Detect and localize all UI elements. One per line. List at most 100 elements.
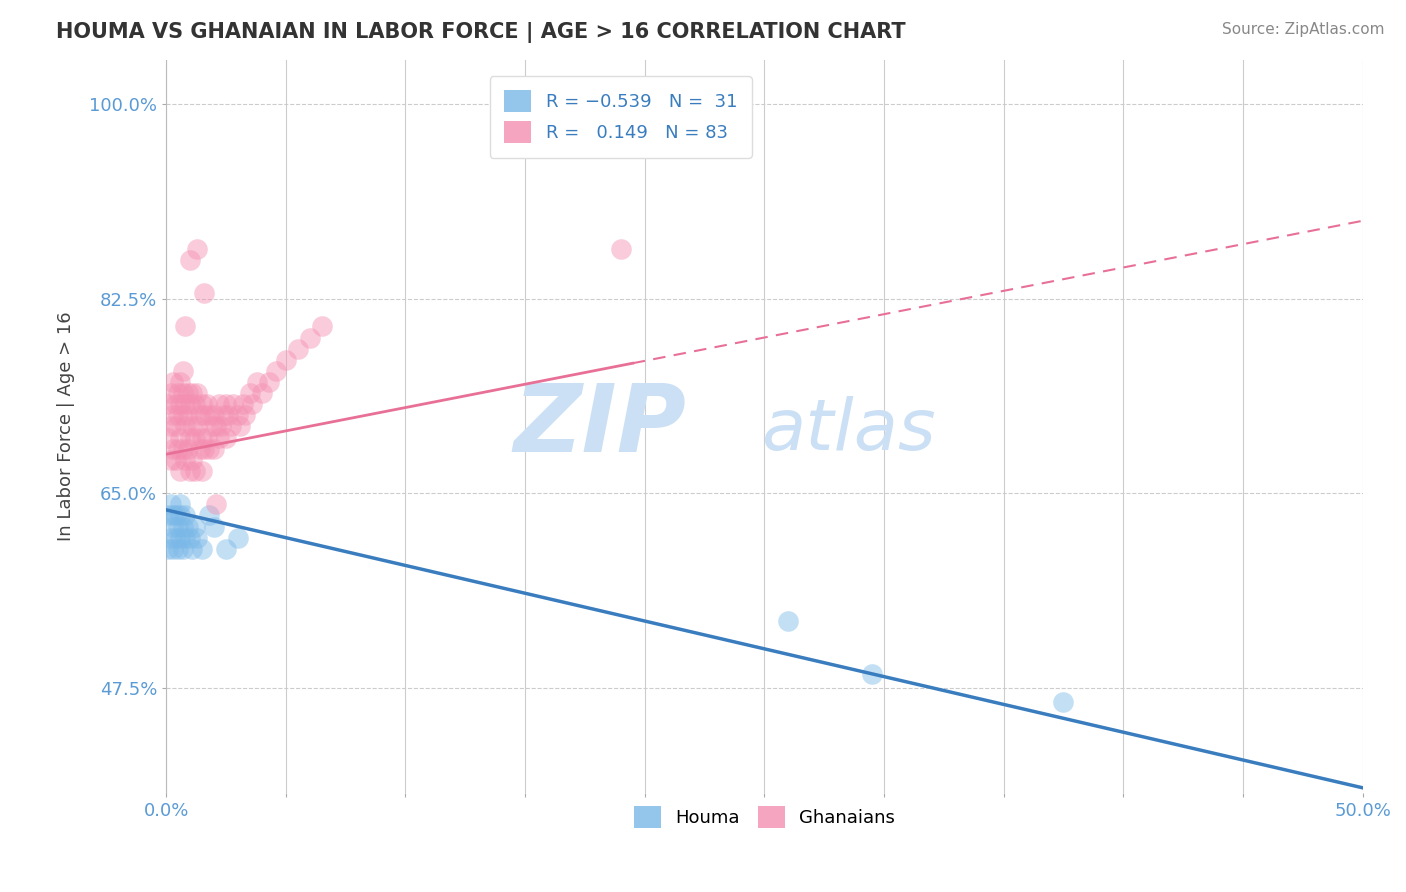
Point xyxy=(198,508,221,523)
Point xyxy=(191,464,214,478)
Point xyxy=(298,330,321,344)
Point xyxy=(195,431,218,445)
Point xyxy=(176,442,198,456)
Point xyxy=(217,409,239,423)
Point xyxy=(169,397,191,411)
Point xyxy=(165,531,187,545)
Point xyxy=(219,419,242,434)
Point xyxy=(157,541,180,556)
Point xyxy=(226,531,249,545)
Point xyxy=(212,409,235,423)
Point xyxy=(208,397,231,411)
Point xyxy=(198,442,221,456)
Point xyxy=(172,386,194,401)
Point xyxy=(778,614,800,628)
Point xyxy=(167,442,190,456)
Point xyxy=(165,419,187,434)
Point xyxy=(165,508,187,523)
Point xyxy=(274,352,297,367)
Point xyxy=(186,531,208,545)
Point xyxy=(179,531,201,545)
Point xyxy=(191,397,214,411)
Point xyxy=(240,397,263,411)
Point xyxy=(162,409,184,423)
Point xyxy=(184,464,207,478)
Point xyxy=(232,397,254,411)
Point xyxy=(160,453,183,467)
Point xyxy=(179,252,201,267)
Point xyxy=(186,419,208,434)
Point xyxy=(174,531,197,545)
Point xyxy=(169,508,191,523)
Point xyxy=(167,541,190,556)
Point xyxy=(184,519,207,533)
Point xyxy=(1052,695,1074,709)
Point xyxy=(193,442,215,456)
Point xyxy=(215,397,238,411)
Point xyxy=(174,397,197,411)
Point xyxy=(174,453,197,467)
Point xyxy=(169,375,191,389)
Point xyxy=(257,375,280,389)
Point xyxy=(167,409,190,423)
Point xyxy=(160,497,183,511)
Point xyxy=(157,431,180,445)
Point xyxy=(193,286,215,301)
Point xyxy=(205,497,228,511)
Point xyxy=(169,464,191,478)
Point xyxy=(167,519,190,533)
Point xyxy=(157,397,180,411)
Point xyxy=(208,431,231,445)
Point xyxy=(160,419,183,434)
Point xyxy=(222,397,245,411)
Point xyxy=(191,541,214,556)
Point xyxy=(181,419,204,434)
Point xyxy=(246,375,269,389)
Point xyxy=(209,419,232,434)
Point xyxy=(191,431,214,445)
Point xyxy=(165,397,187,411)
Point xyxy=(188,442,211,456)
Point xyxy=(215,431,238,445)
Point xyxy=(176,386,198,401)
Point xyxy=(198,409,221,423)
Point xyxy=(172,409,194,423)
Point xyxy=(174,319,197,334)
Point xyxy=(172,519,194,533)
Point xyxy=(215,541,238,556)
Point xyxy=(162,442,184,456)
Point xyxy=(172,541,194,556)
Text: Source: ZipAtlas.com: Source: ZipAtlas.com xyxy=(1222,22,1385,37)
Point xyxy=(233,409,256,423)
Point xyxy=(264,364,287,378)
Point xyxy=(186,242,208,256)
Point xyxy=(202,442,225,456)
Point xyxy=(311,319,333,334)
Point xyxy=(174,419,197,434)
Point xyxy=(226,409,249,423)
Point xyxy=(176,519,198,533)
Point xyxy=(860,667,883,681)
Point xyxy=(184,431,207,445)
Point xyxy=(179,431,201,445)
Point xyxy=(610,242,633,256)
Point xyxy=(186,386,208,401)
Point xyxy=(157,508,180,523)
Point xyxy=(188,409,211,423)
Point xyxy=(162,375,184,389)
Point xyxy=(176,409,198,423)
Y-axis label: In Labor Force | Age > 16: In Labor Force | Age > 16 xyxy=(58,311,75,541)
Point xyxy=(179,464,201,478)
Point xyxy=(169,531,191,545)
Point xyxy=(169,431,191,445)
Point xyxy=(162,541,184,556)
Point xyxy=(160,386,183,401)
Text: atlas: atlas xyxy=(761,396,935,465)
Legend: Houma, Ghanaians: Houma, Ghanaians xyxy=(626,799,903,836)
Point xyxy=(165,453,187,467)
Point xyxy=(239,386,262,401)
Point xyxy=(184,397,207,411)
Point xyxy=(202,519,225,533)
Point xyxy=(195,397,218,411)
Text: HOUMA VS GHANAIAN IN LABOR FORCE | AGE > 16 CORRELATION CHART: HOUMA VS GHANAIAN IN LABOR FORCE | AGE >… xyxy=(56,22,905,44)
